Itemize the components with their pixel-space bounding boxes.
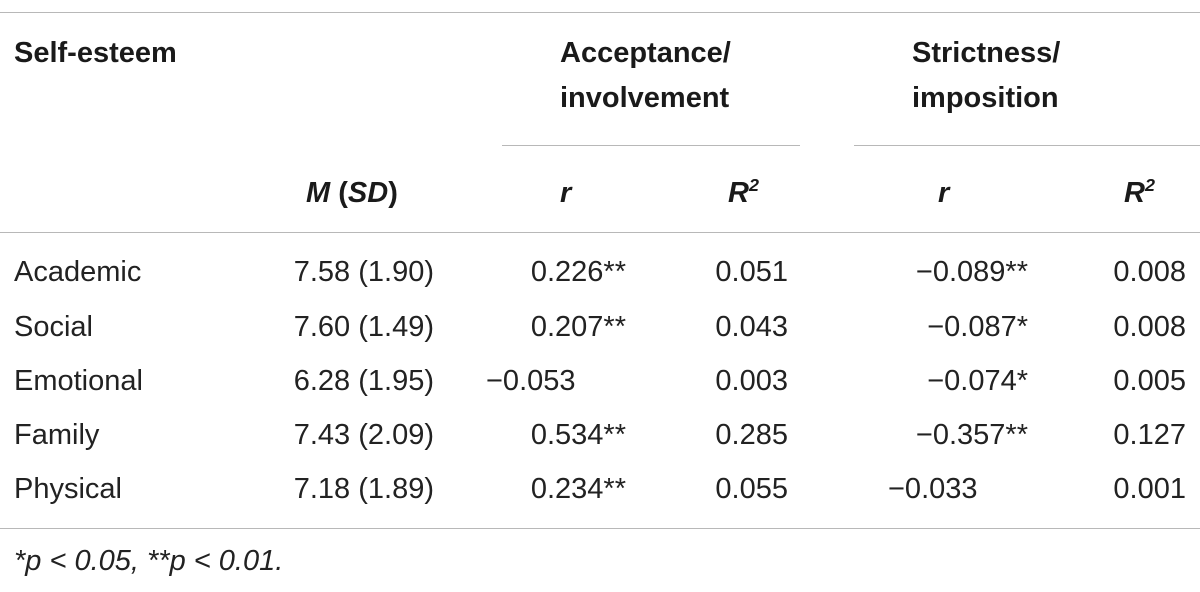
r2-label-acceptance: R [728,177,749,209]
r-acceptance-value: −0.053 [486,365,576,397]
sd-label: SD [347,177,389,209]
row-label: Social [14,311,93,343]
group-header-strictness: Strictness/ imposition [912,31,1060,121]
r2-acceptance-value: 0.003 [715,365,788,397]
r2-strictness-value: 0.005 [1113,365,1186,397]
r-header-acceptance: r [560,177,572,209]
r2-strictness-value: 0.008 [1113,311,1186,343]
r-strictness-value: −0.074* [927,365,1028,397]
mean-label: M [306,177,331,209]
table-footnote: *p < 0.05, **p < 0.01. [14,545,284,577]
group-header-acceptance-line1: Acceptance/ [560,37,731,69]
r2-superscript-acceptance: 2 [748,174,759,195]
r2-header-acceptance: R2 [728,176,759,210]
mean-sd-value: 6.28 (1.95) [293,365,434,397]
r2-acceptance-value: 0.051 [715,256,788,288]
r-strictness-value: −0.033 [888,473,978,505]
r2-acceptance-value: 0.055 [715,473,788,505]
mean-sd-value: 7.58 (1.90) [293,256,434,288]
table-bottom-rule [0,528,1200,529]
group-header-acceptance-line2: involvement [560,82,730,114]
r2-acceptance-value: 0.043 [715,311,788,343]
r-header-strictness: r [938,177,950,209]
r2-label-strictness: R [1124,177,1145,209]
r-acceptance-value: 0.534** [530,419,626,451]
mean-sd-value: 7.18 (1.89) [293,473,434,505]
r-acceptance-value: 0.226** [530,256,626,288]
row-label: Emotional [14,365,143,397]
r-acceptance-value: 0.234** [530,473,626,505]
group-header-strictness-line2: imposition [912,82,1059,114]
group1-underline [502,145,800,146]
header-bottom-rule [0,232,1200,233]
r-strictness-value: −0.357** [915,419,1028,451]
r2-strictness-value: 0.127 [1113,419,1186,451]
row-label: Physical [14,473,122,505]
r-strictness-value: −0.089** [915,256,1028,288]
group-header-strictness-line1: Strictness/ [912,37,1061,69]
row-label: Academic [14,256,142,288]
r2-superscript-strictness: 2 [1144,174,1155,195]
r-strictness-value: −0.087* [927,311,1028,343]
mean-sd-value: 7.60 (1.49) [293,311,434,343]
r2-strictness-value: 0.008 [1113,256,1186,288]
mean-sd-header: M (SD) [306,177,398,209]
row-label-header: Self-esteem [14,37,177,69]
r2-strictness-value: 0.001 [1113,473,1186,505]
group-header-acceptance: Acceptance/ involvement [560,31,731,121]
r2-header-strictness: R2 [1124,176,1155,210]
row-label: Family [14,419,100,451]
top-rule [0,12,1200,13]
r2-acceptance-value: 0.285 [715,419,788,451]
r-acceptance-value: 0.207** [530,311,626,343]
mean-sd-value: 7.43 (2.09) [293,419,434,451]
group2-underline [854,145,1200,146]
